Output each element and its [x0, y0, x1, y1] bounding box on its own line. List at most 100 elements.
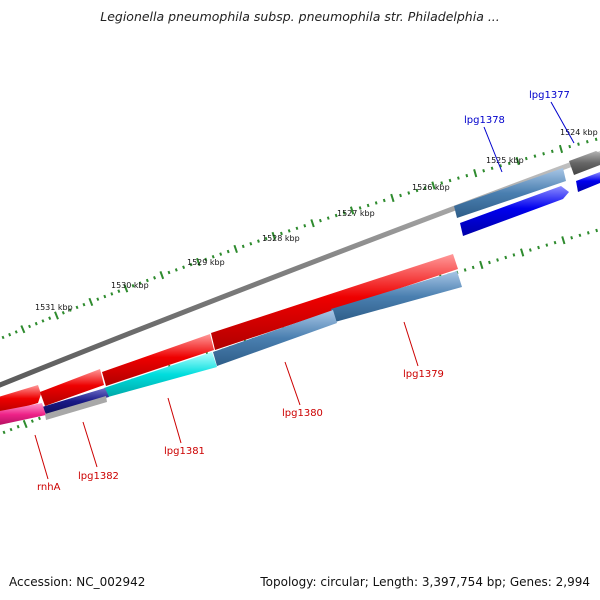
leader-lpg1377: [550, 101, 575, 144]
gene-lpg1379-arrow[interactable]: [331, 271, 462, 322]
inner-minor-tick: [537, 245, 540, 250]
genome-backbone: [0, 151, 600, 388]
inner-minor-tick: [586, 231, 590, 235]
outer-minor-tick: [41, 319, 45, 323]
outer-minor-tick: [1, 335, 5, 340]
outer-minor-tick: [448, 178, 452, 183]
outer-minor-tick: [499, 164, 502, 168]
inner-minor-tick: [528, 248, 532, 252]
outer-minor-tick: [318, 218, 322, 223]
gene-lpg1380-arrow[interactable]: [213, 310, 337, 366]
inner-major-tick: [561, 236, 566, 245]
gene-lpg1382-arrow[interactable]: [42, 388, 109, 414]
outer-major-tick: [123, 284, 129, 293]
outer-minor-tick: [366, 203, 370, 208]
outer-major-tick: [159, 271, 165, 280]
inner-minor-tick: [2, 430, 6, 435]
outer-minor-tick: [577, 142, 580, 146]
inner-minor-tick: [504, 255, 508, 260]
outer-major-tick: [54, 311, 59, 320]
outer-major-tick: [233, 244, 238, 254]
outer-minor-tick: [533, 154, 537, 158]
outer-minor-tick: [594, 137, 598, 142]
outer-minor-tick: [542, 152, 545, 156]
outer-minor-tick: [167, 270, 171, 275]
gene-label-lpg1382[interactable]: lpg1382: [78, 471, 119, 482]
kbp-label-1529: 1529 kbp: [187, 258, 225, 267]
outer-minor-tick: [153, 276, 157, 280]
outer-minor-tick: [257, 239, 260, 243]
genome-title: Legionella pneumophila subsp. pneumophil…: [100, 9, 500, 24]
outer-minor-tick: [482, 169, 486, 173]
inner-minor-tick: [9, 427, 13, 432]
gene-label-lpg1381[interactable]: lpg1381: [164, 446, 205, 457]
kbp-label-1531: 1531 kbp: [35, 303, 73, 312]
inner-minor-tick: [488, 260, 491, 265]
outer-minor-tick: [374, 201, 378, 205]
outer-minor-tick: [226, 249, 230, 254]
inner-major-tick: [520, 248, 525, 257]
outer-minor-tick: [264, 236, 268, 241]
gene-label-lpg1379[interactable]: lpg1379: [403, 369, 444, 380]
gene-lpg1381-arrow[interactable]: [104, 352, 217, 397]
gene-labels: lpg1377 lpg1378 lpg1379 lpg1380 lpg1381 …: [37, 90, 570, 493]
outer-major-tick: [271, 231, 276, 241]
outer-major-tick: [390, 193, 395, 203]
gene-label-lpg1380[interactable]: lpg1380: [282, 408, 323, 419]
outer-minor-tick: [82, 302, 86, 307]
outer-minor-tick: [131, 284, 135, 288]
outer-major-tick: [515, 156, 520, 166]
gene-label-rnhA[interactable]: rnhA: [37, 482, 61, 493]
outer-minor-tick: [415, 188, 419, 193]
reverse-strand-genes: [0, 254, 462, 426]
outer-minor-tick: [219, 252, 223, 256]
outer-minor-tick: [75, 305, 79, 310]
inner-minor-tick: [595, 228, 599, 233]
inner-minor-tick: [16, 424, 20, 429]
outer-major-tick: [196, 257, 201, 267]
forward-strand-genes: [454, 151, 600, 236]
gene-lpg1377-arrow[interactable]: [569, 151, 600, 175]
inner-minor-tick: [463, 268, 467, 272]
leader-lpg1381: [167, 397, 182, 444]
gene-red-3[interactable]: [102, 334, 214, 386]
outer-major-tick: [20, 325, 26, 334]
outer-minor-tick: [524, 156, 528, 161]
outer-minor-tick: [550, 149, 554, 154]
outer-minor-tick: [68, 308, 72, 312]
gene-red-1[interactable]: [0, 385, 41, 415]
outer-major-tick: [558, 144, 564, 154]
inner-major-tick: [479, 260, 484, 270]
topology-summary-text: Topology: circular; Length: 3,397,754 bp…: [260, 575, 590, 589]
inner-minor-tick: [496, 258, 499, 262]
outer-minor-tick: [585, 140, 589, 144]
gene-red-4[interactable]: [211, 254, 458, 350]
leader-lpg1382: [82, 421, 98, 468]
gene-rnhA-arrow[interactable]: [0, 403, 46, 426]
gene-label-lpg1378[interactable]: lpg1378: [464, 115, 505, 126]
kbp-label-1527: 1527 kbp: [337, 209, 375, 218]
outer-minor-tick: [326, 216, 330, 220]
gene-red-2[interactable]: [40, 369, 104, 406]
gene-gray-segment[interactable]: [45, 396, 107, 420]
outer-minor-tick: [334, 213, 338, 218]
outer-minor-tick: [204, 257, 208, 262]
outer-minor-tick: [189, 262, 193, 267]
gene-blue-forward-arrow[interactable]: [460, 186, 569, 236]
inner-minor-tick: [512, 253, 516, 257]
inner-minor-tick: [471, 265, 475, 270]
outer-minor-tick: [241, 244, 245, 249]
gene-lpg1378-arrow[interactable]: [454, 168, 566, 218]
outer-minor-tick: [14, 330, 18, 334]
gene-label-leaders: [34, 101, 575, 480]
outer-minor-tick: [103, 294, 107, 299]
gene-label-lpg1377[interactable]: lpg1377: [529, 90, 570, 101]
kbp-label-1526: 1526 kbp: [412, 183, 450, 192]
outer-minor-tick: [61, 311, 65, 315]
outer-minor-tick: [48, 316, 52, 320]
inner-minor-tick: [570, 236, 574, 240]
outer-minor-tick: [295, 226, 299, 231]
gene-lpg1377b-arrow[interactable]: [576, 172, 600, 192]
